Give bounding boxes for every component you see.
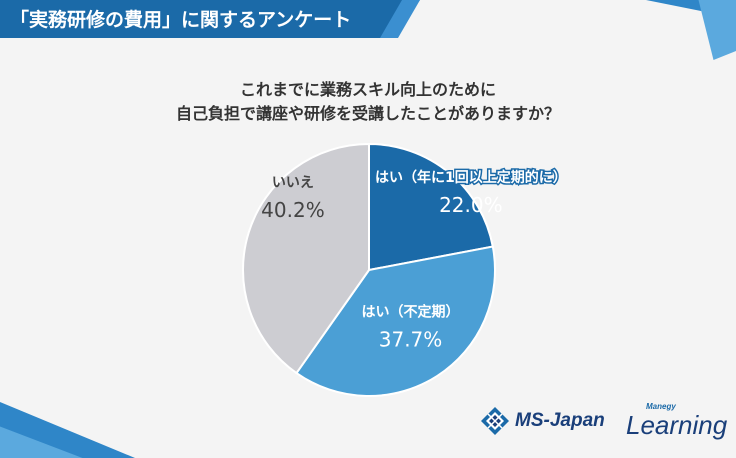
pie-slice-label-1: はい（年に1回以上定期的に） [375, 169, 567, 186]
survey-question-line-1: これまでに業務スキル向上のために [239, 80, 496, 99]
page-title: 「実務研修の費用」に関するアンケート [10, 9, 352, 31]
learning-logo-small-text: Manegy [646, 402, 676, 411]
pie-slice-label-3: いいえ [272, 175, 314, 191]
pie-slice-value-3: 40.2% [261, 198, 325, 222]
ms-japan-logo: MS-Japan [480, 406, 605, 436]
pie-slice-1 [368, 142, 494, 272]
survey-question-line-2: 自己負担で講座や研修を受講したことがありますか？ [175, 104, 560, 123]
footer-logos: MS-Japan Manegy Learning [480, 400, 730, 450]
survey-question: これまでに業務スキル向上のために 自己負担で講座や研修を受講したことがありますか… [0, 78, 736, 126]
pie-slice-value-2: 37.7% [379, 327, 443, 351]
title-banner [0, 0, 420, 38]
pie-slice-label-2: はい（不定期） [362, 303, 460, 320]
ms-japan-logo-text: MS-Japan [515, 410, 605, 431]
pie-slice-3 [242, 142, 370, 375]
ms-japan-mark-icon [481, 407, 509, 435]
manegy-learning-logo: Manegy Learning [626, 402, 728, 446]
learning-logo-text: Learning [626, 410, 728, 440]
pie-slice-2 [295, 245, 496, 397]
pie-slice-value-1: 22.0% [439, 193, 503, 217]
